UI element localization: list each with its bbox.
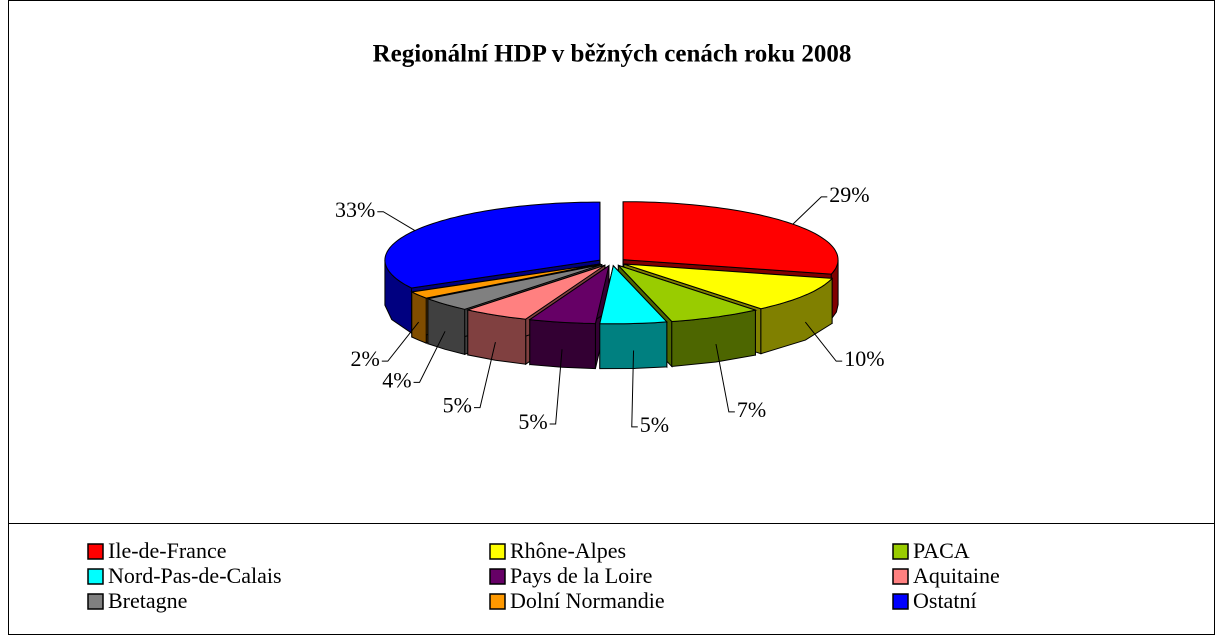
leader-line (377, 211, 416, 231)
data-label: 33% (335, 197, 375, 222)
legend-label: Bretagne (108, 588, 187, 613)
legend-swatch (87, 568, 104, 585)
legend-swatch (892, 543, 909, 560)
data-label: 4% (382, 367, 411, 392)
data-label: 10% (844, 346, 884, 371)
slice-wall (529, 319, 596, 370)
leader-line (804, 321, 843, 362)
data-label: 7% (737, 397, 766, 422)
legend-label: PACA (913, 538, 970, 563)
slice (410, 263, 601, 299)
slice (599, 264, 668, 325)
legend-swatch (892, 593, 909, 610)
legend-label: Pays de la Loire (510, 563, 652, 588)
leader-line (413, 331, 446, 383)
chart-title: Regionální HDP v běžných cenách roku 200… (373, 41, 852, 68)
data-label: 2% (350, 346, 379, 371)
legend-swatch (489, 593, 506, 610)
data-label: 5% (443, 393, 472, 418)
leader-line (715, 343, 735, 413)
slice (465, 264, 606, 320)
data-label: 29% (829, 182, 869, 207)
leader-line (631, 350, 638, 428)
legend-label: Ostatní (913, 588, 977, 613)
data-label: 5% (518, 409, 547, 434)
legend-swatch (87, 543, 104, 560)
legend-swatch (892, 568, 909, 585)
slice (426, 264, 602, 310)
slice (622, 201, 839, 275)
slice (384, 201, 601, 289)
legend-label: Nord-Pas-de-Calais (108, 563, 282, 588)
leader-line (549, 349, 563, 425)
legend-label: Ile-de-France (108, 538, 226, 563)
slice (623, 263, 834, 310)
legend-swatch (489, 568, 506, 585)
leader-line (474, 342, 496, 409)
leader-line (792, 196, 828, 225)
legend-label: Rhône-Alpes (510, 538, 626, 563)
legend-label: Aquitaine (913, 563, 1000, 588)
data-label: 5% (640, 412, 669, 437)
slice-wall (411, 291, 427, 344)
legend-box (8, 523, 1215, 635)
slice-tops (384, 201, 839, 325)
legend-swatch (489, 543, 506, 560)
legend-label: Dolní Normandie (510, 588, 665, 613)
slice (528, 264, 610, 325)
leader-line (381, 321, 420, 362)
slice (617, 264, 758, 323)
legend-swatch (87, 593, 104, 610)
